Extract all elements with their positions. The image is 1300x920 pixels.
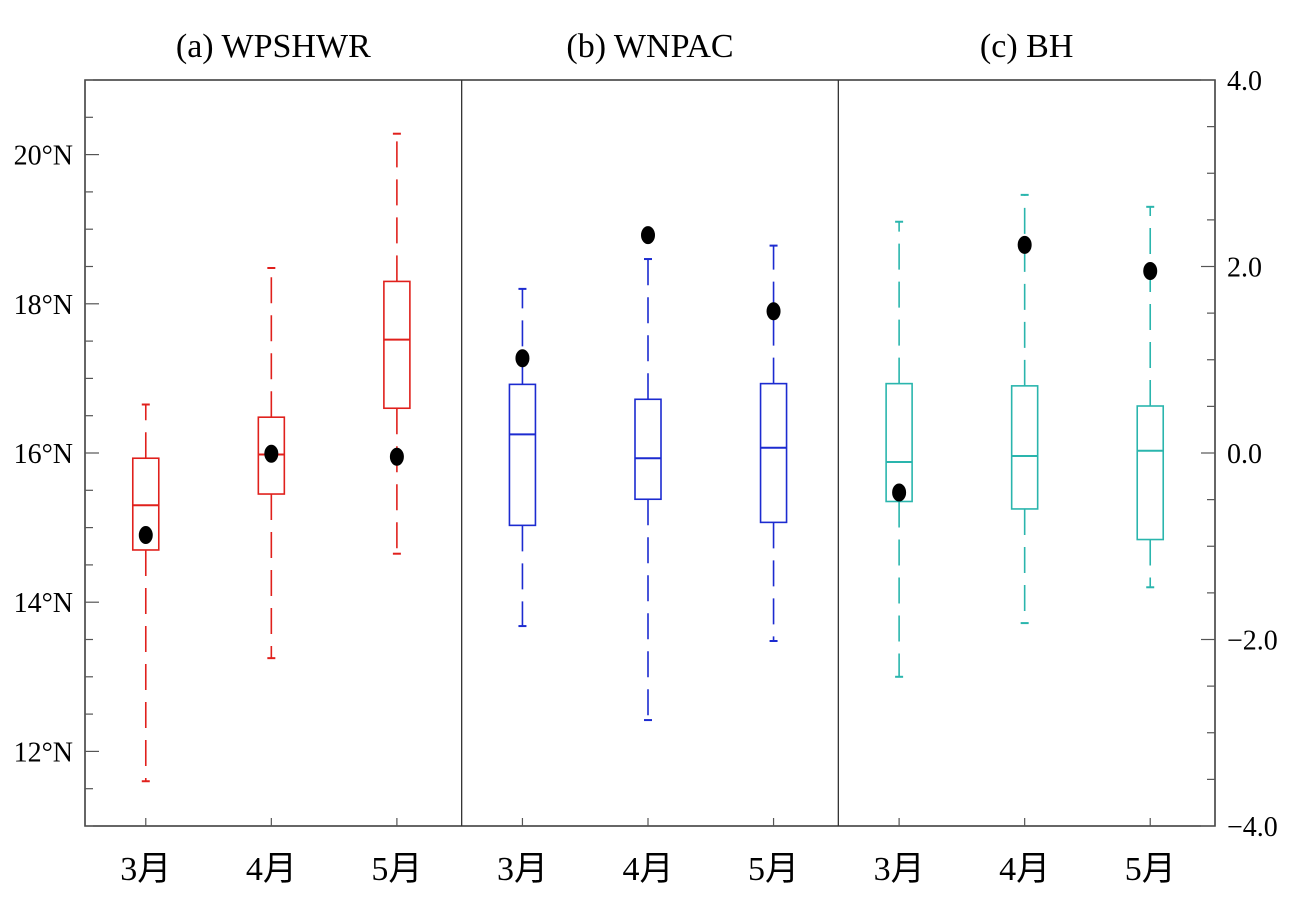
category-label: 5月 [371,851,422,888]
iqr-box [634,398,662,501]
mean-point [389,447,404,466]
mean-point [892,483,907,502]
right-tick-label: −4.0 [1227,812,1278,843]
mean-point [641,226,655,245]
iqr-box [885,382,913,503]
right-tick-label: 2.0 [1227,253,1262,284]
category-label: 3月 [874,851,925,888]
iqr-box [1136,405,1165,541]
panel-title: (b) WNPAC [566,28,733,65]
right-tick-label: 0.0 [1227,439,1262,470]
mean-point [1143,261,1158,280]
mean-point [515,349,530,368]
category-label: 3月 [120,851,171,888]
left-tick-label: 18°N [14,290,73,321]
mean-point [264,444,279,463]
category-label: 5月 [1125,851,1176,888]
category-label: 5月 [748,851,799,888]
right-tick-label: 4.0 [1227,66,1262,97]
left-tick-label: 12°N [14,737,73,768]
iqr-box [383,280,411,410]
mean-point [138,526,153,545]
mean-point [766,302,781,321]
iqr-box [1010,385,1039,510]
left-tick-label: 14°N [14,588,73,619]
category-label: 4月 [623,851,674,888]
iqr-box [759,382,788,524]
left-tick-label: 16°N [14,439,73,470]
iqr-box [508,383,537,527]
category-label: 4月 [999,851,1050,888]
category-label: 3月 [497,851,548,888]
panel-title: (a) WPSHWR [176,28,371,65]
mean-point [1017,235,1032,254]
panel-title: (c) BH [980,28,1073,65]
right-tick-label: −2.0 [1227,626,1278,657]
left-tick-label: 20°N [14,141,73,172]
category-label: 4月 [246,851,297,888]
